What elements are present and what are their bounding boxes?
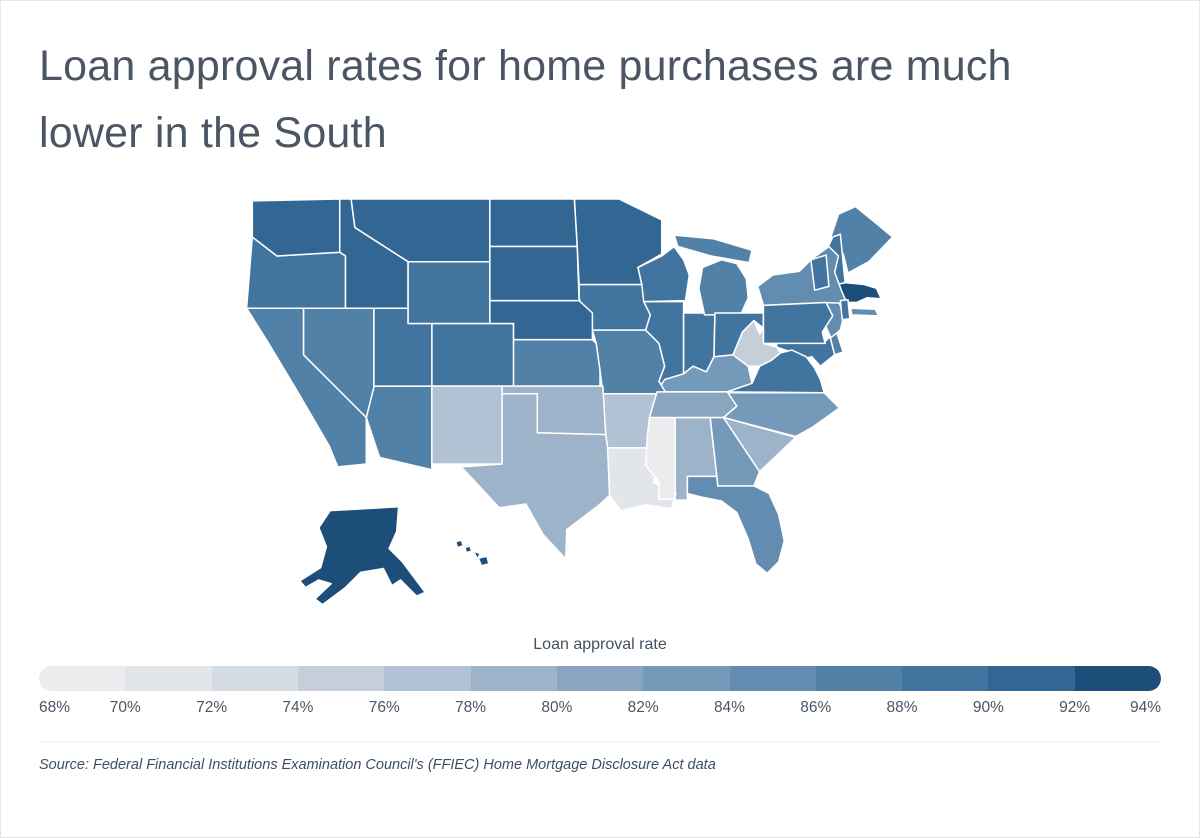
legend-tick: 90% (972, 699, 1004, 717)
legend-segment (211, 666, 298, 692)
legend-segment (729, 666, 816, 692)
legend-segment (125, 666, 212, 692)
state-mo[interactable] (591, 329, 668, 395)
state-ne[interactable] (489, 300, 594, 341)
state-ri[interactable] (839, 299, 851, 321)
state-mi[interactable] (698, 259, 749, 316)
map-area (39, 180, 1161, 636)
legend-segment (39, 666, 126, 692)
state-sd[interactable] (489, 246, 580, 302)
state-wa[interactable] (251, 198, 341, 258)
legend-tick: 70% (109, 699, 141, 717)
legend-segment (556, 666, 644, 692)
legend-tick: 94% (1129, 699, 1161, 717)
footer: Source: Federal Financial Institutions E… (39, 741, 1161, 773)
legend-tick: 86% (800, 699, 832, 717)
state-me[interactable] (830, 206, 894, 275)
state-ak[interactable] (299, 506, 426, 606)
legend-segment (988, 666, 1075, 692)
state-fl[interactable] (686, 475, 786, 575)
state-ks[interactable] (512, 339, 601, 388)
state-hi[interactable] (464, 545, 473, 554)
legend-tick: 72% (196, 699, 228, 717)
state-wy[interactable] (407, 261, 491, 325)
legend-tick: 76% (368, 699, 400, 717)
legend-tick: 78% (455, 699, 487, 717)
legend-tick: 88% (886, 699, 918, 717)
state-pa[interactable] (762, 302, 834, 345)
legend-tick: 74% (282, 699, 314, 717)
legend-color-scale (39, 666, 1161, 692)
state-ny[interactable] (850, 307, 880, 317)
legend-tick: 68% (39, 699, 71, 717)
state-co[interactable] (431, 322, 515, 388)
legend-tick: 80% (541, 699, 573, 717)
legend-title: Loan approval rate (533, 636, 667, 654)
state-hi[interactable] (454, 539, 464, 549)
legend-segment (470, 666, 557, 692)
legend-tick-labels: 68% 70% 72% 74% 76% 78% 80% 82% 84% 86% 88% 90% 92% 9… (39, 699, 1161, 721)
state-ny[interactable] (756, 246, 848, 307)
state-nm[interactable] (431, 385, 503, 466)
source-note: Source: Federal Financial Institutions E… (39, 757, 716, 774)
legend-segment (384, 666, 471, 692)
state-wi[interactable] (637, 246, 691, 303)
legend-segment (1074, 666, 1161, 692)
legend-segment (297, 666, 385, 692)
state-tn[interactable] (648, 391, 738, 419)
state-hi[interactable] (477, 555, 490, 567)
state-az[interactable] (365, 385, 433, 471)
state-mi[interactable] (673, 234, 753, 264)
legend-segment (815, 666, 903, 692)
legend-tick: 84% (713, 699, 745, 717)
state-sc[interactable] (722, 417, 797, 473)
legend-tick: 82% (627, 699, 659, 717)
state-ms[interactable] (644, 417, 676, 501)
state-hi[interactable] (472, 550, 482, 561)
legend-segment (902, 666, 989, 692)
state-nd[interactable] (489, 198, 578, 248)
us-choropleth-map (245, 198, 894, 606)
legend: Loan approval rate 68% 70% 72% 74% 76% 78% 80%… (39, 636, 1161, 721)
state-nv[interactable] (302, 307, 375, 419)
state-vt[interactable] (810, 254, 830, 292)
state-va[interactable] (726, 349, 825, 394)
state-tx[interactable] (460, 393, 611, 561)
chart-title: Loan approval rates for home purchases a… (39, 42, 1012, 157)
state-wv[interactable] (732, 320, 782, 368)
legend-tick: 92% (1059, 699, 1091, 717)
legend-segment (643, 666, 730, 692)
